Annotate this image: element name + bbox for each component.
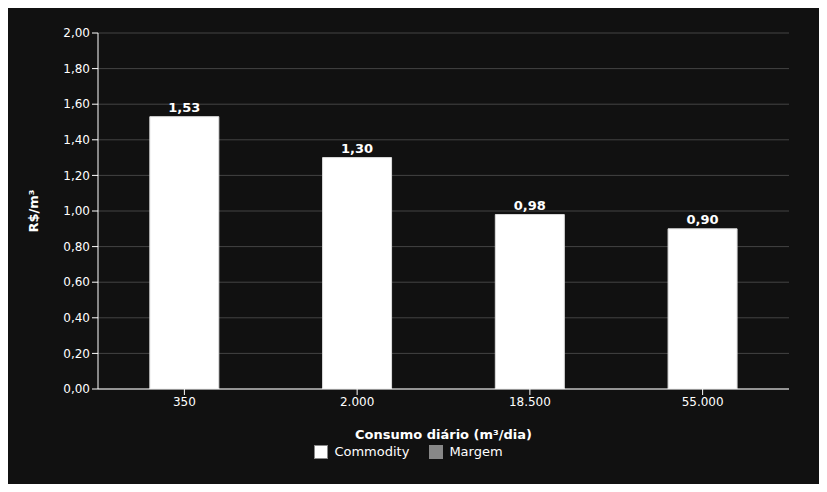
svg-text:0,00: 0,00: [63, 382, 90, 396]
svg-text:0,40: 0,40: [63, 311, 90, 325]
html-text:Commodity: Commodity: [334, 444, 410, 459]
svg-text:1,40: 1,40: [63, 133, 90, 147]
svg-text:0,98: 0,98: [514, 198, 546, 213]
svg-text:1,00: 1,00: [63, 204, 90, 218]
svg-text:1,30: 1,30: [341, 141, 373, 156]
svg-text:0,20: 0,20: [63, 347, 90, 361]
svg-text:55.000: 55.000: [682, 395, 724, 409]
svg-text:1,60: 1,60: [63, 97, 90, 111]
svg-text:0,80: 0,80: [63, 240, 90, 254]
html-text:Margem: Margem: [449, 444, 503, 459]
svg-text:Consumo diário (m³/dia): Consumo diário (m³/dia): [355, 427, 532, 442]
svg-text:0,90: 0,90: [687, 212, 719, 227]
svg-text:18.500: 18.500: [509, 395, 551, 409]
svg-text:0,60: 0,60: [63, 275, 90, 289]
svg-text:1,80: 1,80: [63, 62, 90, 76]
svg-text:350: 350: [173, 395, 196, 409]
svg-text:1,20: 1,20: [63, 169, 90, 183]
svg-text:2.000: 2.000: [340, 395, 374, 409]
svg-text:1,53: 1,53: [168, 100, 200, 115]
svg-text:2,00: 2,00: [63, 26, 90, 40]
svg-text:R$/m³: R$/m³: [26, 189, 41, 232]
